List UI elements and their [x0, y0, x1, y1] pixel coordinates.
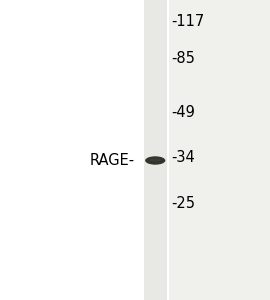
- Text: -49: -49: [171, 105, 195, 120]
- Ellipse shape: [145, 156, 165, 165]
- Bar: [169, 0, 270, 300]
- Text: -34: -34: [171, 150, 195, 165]
- Ellipse shape: [150, 158, 161, 161]
- Text: RAGE-: RAGE-: [90, 153, 135, 168]
- Text: -85: -85: [171, 51, 195, 66]
- Text: -25: -25: [171, 196, 195, 211]
- Bar: [144, 0, 167, 300]
- Text: -117: -117: [171, 14, 205, 28]
